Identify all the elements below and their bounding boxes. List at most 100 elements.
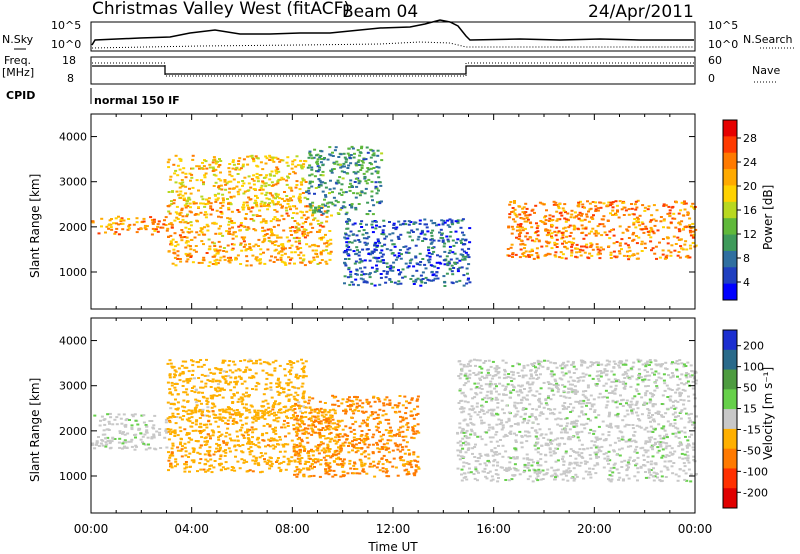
echo-cell bbox=[291, 405, 295, 407]
echo-cell bbox=[558, 256, 562, 259]
echo-cell bbox=[152, 433, 156, 436]
echo-cell bbox=[179, 443, 182, 446]
echo-cell bbox=[217, 463, 221, 465]
echo-cell bbox=[347, 266, 351, 269]
echo-cell bbox=[495, 390, 498, 393]
echo-cell bbox=[692, 377, 696, 380]
echo-cell bbox=[295, 475, 299, 478]
echo-cell bbox=[602, 384, 606, 387]
echo-cell bbox=[276, 182, 280, 185]
echo-cell bbox=[578, 439, 581, 442]
echo-cell bbox=[358, 180, 362, 183]
echo-cell bbox=[222, 388, 226, 391]
echo-cell bbox=[326, 446, 330, 449]
echo-cell bbox=[382, 219, 386, 222]
echo-cell bbox=[282, 423, 286, 426]
echo-cell bbox=[269, 386, 273, 389]
echo-cell bbox=[301, 179, 305, 182]
echo-cell bbox=[460, 479, 464, 482]
echo-cell bbox=[211, 430, 215, 433]
echo-cell bbox=[211, 241, 215, 244]
echo-cell bbox=[464, 255, 468, 258]
echo-cell bbox=[383, 398, 387, 401]
echo-cell bbox=[451, 239, 455, 242]
echo-cell bbox=[251, 431, 255, 434]
echo-cell bbox=[506, 248, 510, 250]
echo-cell bbox=[131, 415, 135, 418]
echo-cell bbox=[552, 200, 556, 203]
echo-cell bbox=[676, 427, 680, 430]
echo-cell bbox=[653, 373, 656, 376]
echo-cell bbox=[651, 414, 654, 416]
echo-cell bbox=[202, 183, 205, 186]
echo-cell bbox=[555, 243, 559, 245]
echo-cell bbox=[211, 378, 215, 381]
y-tick-label: 2000 bbox=[59, 221, 87, 234]
echo-cell bbox=[314, 420, 318, 423]
echo-cell bbox=[234, 455, 237, 458]
echo-cell bbox=[664, 204, 668, 207]
echo-cell bbox=[664, 412, 668, 415]
echo-cell bbox=[209, 458, 213, 461]
echo-cell bbox=[670, 362, 674, 365]
echo-cell bbox=[595, 445, 599, 448]
echo-cell bbox=[260, 434, 264, 437]
echo-cell bbox=[184, 226, 188, 229]
echo-cell bbox=[361, 248, 365, 251]
echo-cell bbox=[392, 261, 396, 264]
echo-cell bbox=[417, 235, 421, 238]
echo-cell bbox=[662, 203, 666, 206]
echo-cell bbox=[536, 359, 540, 362]
echo-cell bbox=[182, 391, 186, 394]
echo-cell bbox=[534, 371, 537, 374]
echo-cell bbox=[236, 254, 240, 257]
echo-cell bbox=[393, 245, 397, 248]
echo-cell bbox=[279, 438, 282, 441]
echo-cell bbox=[159, 447, 163, 449]
echo-cell bbox=[522, 471, 526, 474]
echo-cell bbox=[208, 467, 212, 470]
echo-cell bbox=[317, 206, 321, 209]
echo-cell bbox=[571, 362, 575, 365]
echo-cell bbox=[235, 167, 239, 170]
echo-cell bbox=[409, 463, 413, 466]
echo-cell bbox=[323, 429, 327, 431]
echo-cell bbox=[322, 435, 326, 437]
echo-cell bbox=[378, 439, 382, 442]
echo-cell bbox=[285, 409, 289, 412]
echo-cell bbox=[315, 255, 319, 258]
echo-cell bbox=[331, 475, 335, 478]
echo-cell bbox=[508, 461, 512, 464]
echo-cell bbox=[114, 217, 118, 220]
echo-cell bbox=[282, 391, 286, 394]
echo-cell bbox=[169, 362, 173, 365]
echo-cell bbox=[320, 221, 324, 224]
echo-cell bbox=[185, 393, 189, 396]
echo-cell bbox=[352, 436, 356, 439]
echo-cell bbox=[325, 262, 329, 265]
echo-cell bbox=[135, 221, 139, 224]
echo-cell bbox=[376, 462, 380, 465]
echo-cell bbox=[527, 254, 531, 257]
echo-cell bbox=[272, 184, 275, 187]
echo-cell bbox=[366, 213, 370, 216]
echo-cell bbox=[95, 441, 99, 444]
echo-cell bbox=[207, 265, 211, 267]
echo-cell bbox=[567, 226, 571, 229]
echo-cell bbox=[632, 231, 636, 234]
echo-cell bbox=[262, 361, 266, 364]
echo-cell bbox=[407, 251, 411, 254]
echo-cell bbox=[225, 182, 229, 185]
echo-cell bbox=[379, 251, 383, 254]
echo-cell bbox=[291, 205, 295, 208]
echo-cell bbox=[339, 463, 343, 465]
echo-cell bbox=[524, 235, 528, 238]
echo-cell bbox=[184, 461, 188, 463]
echo-cell bbox=[171, 454, 175, 457]
echo-cell bbox=[269, 174, 273, 177]
echo-cell bbox=[230, 222, 234, 224]
echo-cell bbox=[550, 442, 554, 445]
echo-cell bbox=[169, 407, 173, 410]
echo-cell bbox=[375, 441, 379, 444]
